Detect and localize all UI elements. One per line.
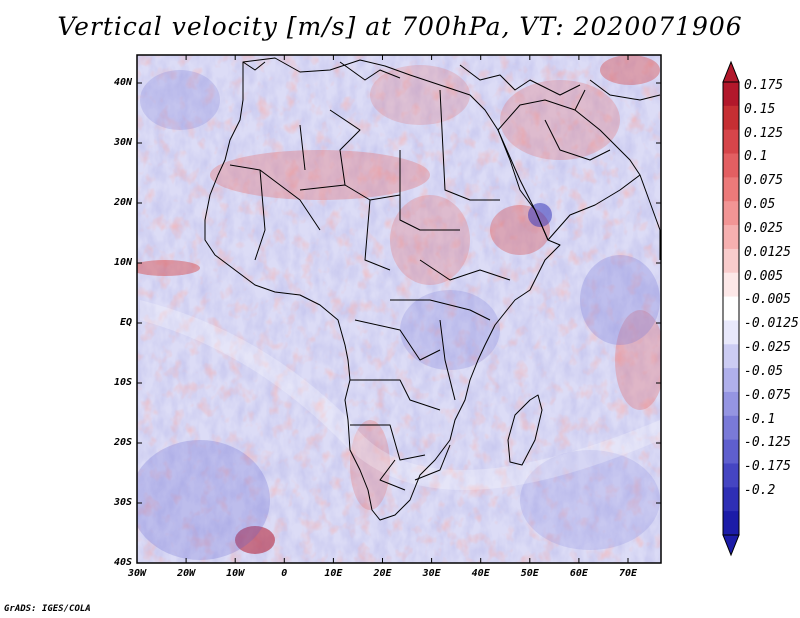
colorbar-bottom-arrow	[722, 534, 740, 557]
lat-label: 20N	[113, 197, 132, 208]
colorbar-label: 0.075	[744, 173, 784, 189]
lon-label: 20E	[373, 568, 392, 579]
colorbar-label: 0.15	[744, 101, 776, 117]
colorbar-swatch	[723, 129, 739, 155]
lon-label: 40E	[471, 568, 490, 579]
lon-label: 30W	[127, 568, 147, 579]
colorbar-swatch	[723, 153, 739, 178]
lat-label: 10N	[113, 257, 132, 268]
colorbar-swatch	[723, 368, 739, 393]
colorbar-label: 0.05	[744, 197, 776, 213]
colorbar-label: 0.175	[744, 77, 784, 93]
colorbar-swatch	[723, 391, 739, 417]
colorbar-swatch	[723, 344, 739, 369]
lat-label: 20S	[113, 437, 132, 448]
colorbar-swatch	[723, 415, 739, 441]
colorbar-label: -0.0125	[744, 316, 799, 332]
colorbar-label: -0.1	[744, 411, 776, 427]
colorbar-swatch	[723, 463, 739, 488]
velocity-field	[137, 55, 661, 563]
colorbar-label: -0.2	[744, 483, 776, 499]
credit-text: GrADS: IGES/COLA	[4, 604, 91, 614]
map-frame	[136, 54, 662, 564]
colorbar-label: -0.075	[744, 387, 791, 403]
lon-label: 70E	[618, 568, 638, 579]
colorbar-swatch	[723, 487, 739, 512]
colorbar-label: 0.005	[744, 268, 784, 284]
lon-label: 0	[281, 568, 288, 579]
colorbar-top-arrow	[722, 60, 740, 83]
tick-marks	[136, 55, 661, 564]
colorbar-label: -0.175	[744, 459, 791, 475]
lat-label: 40S	[113, 557, 132, 568]
colorbar-label: 0.125	[744, 125, 784, 141]
map-title: Vertical velocity [m/s] at 700hPa, VT: 2…	[57, 12, 743, 41]
colorbar-swatch	[723, 177, 739, 202]
colorbar-swatch	[723, 201, 739, 226]
colorbar-swatch	[723, 248, 739, 274]
colorbar-swatch	[723, 439, 739, 464]
colorbar-swatch	[723, 320, 739, 345]
lon-label: 10W	[226, 568, 245, 579]
lat-label: 10S	[113, 377, 132, 388]
lon-label: 50E	[520, 568, 539, 579]
colorbar-label: -0.005	[744, 292, 791, 308]
colorbar-swatch	[723, 511, 739, 536]
colorbar-swatch	[723, 296, 739, 321]
coastlines	[204, 57, 661, 521]
lat-label: 30N	[113, 137, 132, 148]
colorbar-label: 0.1	[744, 149, 768, 165]
lat-label: EQ	[119, 317, 132, 328]
lon-label: 30E	[422, 568, 441, 579]
colorbar-swatch	[723, 82, 739, 107]
colorbar-label: 0.0125	[744, 244, 791, 260]
colorbar	[722, 60, 740, 557]
colorbar-label: -0.125	[744, 435, 791, 451]
colorbar-label: 0.025	[744, 220, 784, 236]
colorbar-swatch	[723, 225, 739, 250]
colorbar-swatch	[723, 272, 739, 298]
colorbar-label: -0.025	[744, 340, 791, 356]
colorbar-label: -0.05	[744, 363, 784, 379]
lon-label: 10E	[324, 568, 343, 579]
lon-label: 60E	[569, 568, 588, 579]
lat-label: 30S	[113, 497, 132, 508]
lat-label: 40N	[113, 77, 132, 88]
colorbar-swatch	[723, 105, 739, 131]
lon-label: 20W	[177, 568, 196, 579]
